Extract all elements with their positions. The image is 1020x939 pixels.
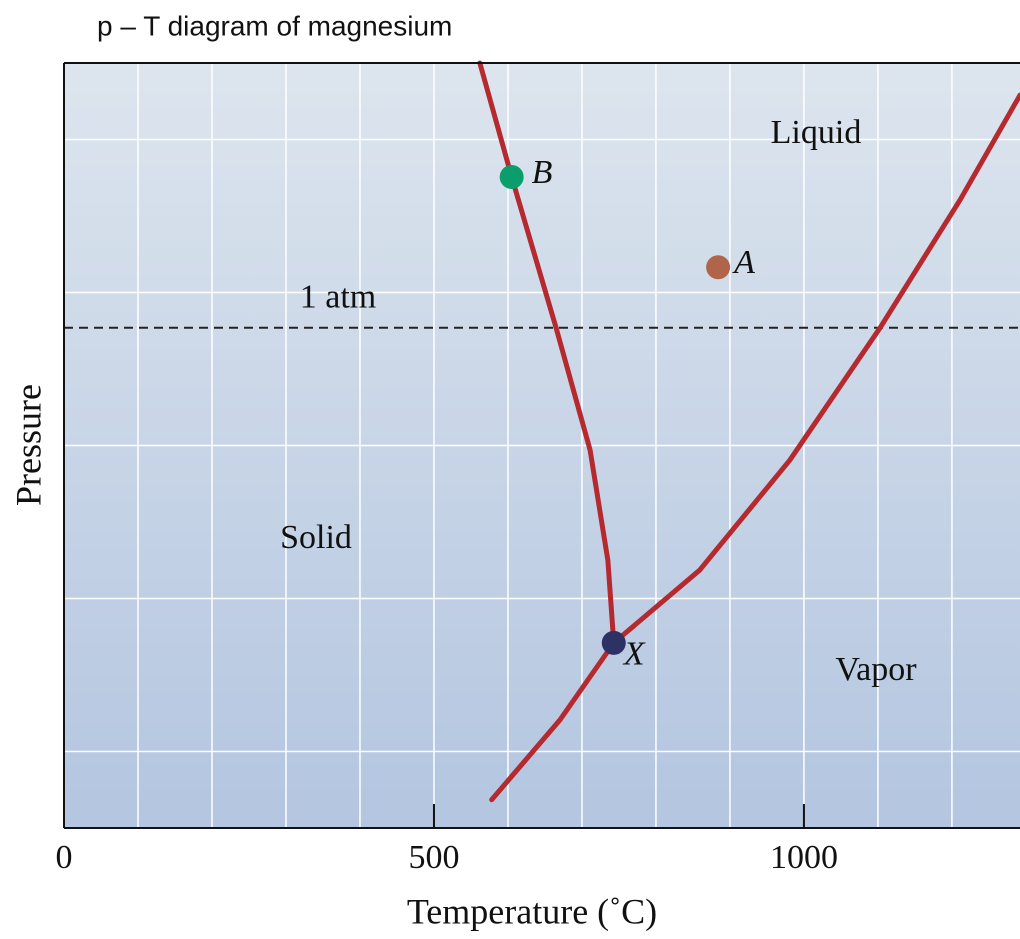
- point-label: B: [532, 154, 553, 191]
- x-tick-label: 0: [56, 839, 73, 876]
- x-axis-label: Temperature (˚C): [407, 891, 657, 931]
- reference-label: 1 atm: [300, 278, 376, 315]
- y-axis-label: Pressure: [8, 384, 48, 506]
- phase-boundary: [477, 60, 617, 646]
- chart-title: p – T diagram of magnesium: [97, 10, 452, 41]
- x-tick-label: 1000: [770, 839, 838, 876]
- point-label: X: [622, 636, 646, 673]
- phase-boundary: [489, 92, 1020, 803]
- region-label: Vapor: [835, 651, 917, 688]
- state-point: [601, 630, 626, 655]
- state-point: [499, 164, 524, 189]
- region-label: Liquid: [771, 114, 862, 151]
- region-label: Solid: [280, 519, 352, 556]
- state-point: [706, 255, 731, 280]
- point-label: A: [732, 244, 755, 281]
- x-tick-label: 500: [408, 839, 459, 876]
